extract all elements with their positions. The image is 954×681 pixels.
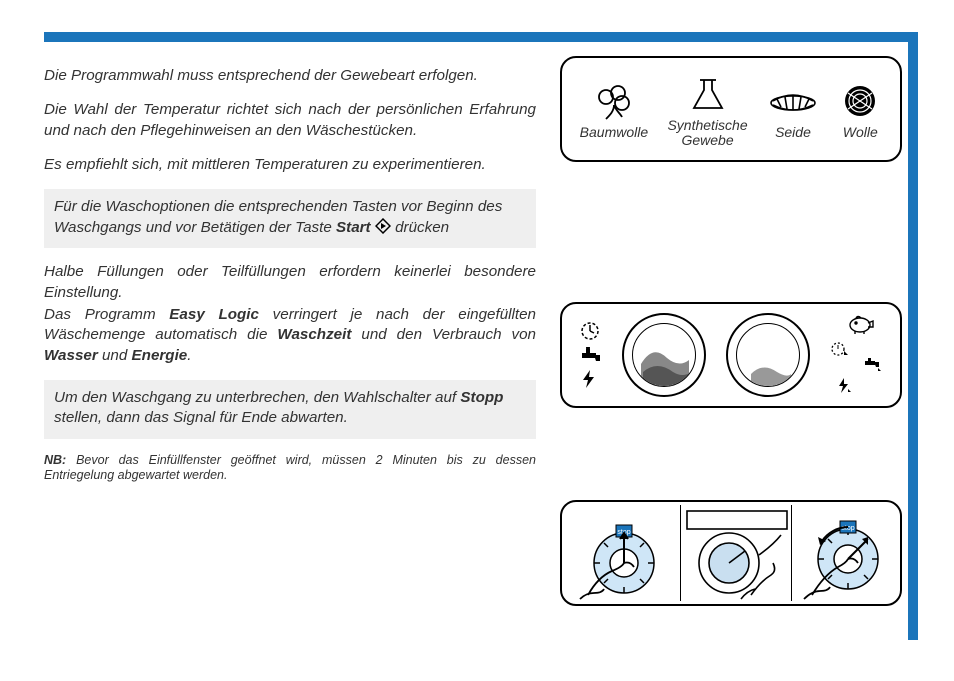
fabric-wool: Wolle [838,79,882,140]
label-nb: NB: [44,453,66,467]
wool-icon [838,79,882,123]
silk-icon [767,79,819,123]
drum-half-icon [726,313,810,397]
text-fragment: Um den Waschgang zu unterbrechen, den Wa… [54,389,460,406]
instructions-column: Die Programmwahl muss entsprechend der G… [44,66,536,498]
text-fragment: stellen, dann das Signal für Ende abwart… [54,409,348,426]
label-energie: Energie [132,347,188,364]
para-half-load: Halbe Füllungen oder Teilfüllungen erfor… [44,262,536,303]
svg-text:stop: stop [841,525,854,532]
dial-to-stop-icon: stop [568,505,676,601]
label-stopp: Stopp [460,389,503,406]
para-program-selection: Die Programmwahl muss entsprechend der G… [44,66,536,86]
flask-icon [686,72,730,116]
spacer [560,190,902,302]
bolt-icon [580,369,598,389]
dial-select-icon: stop [796,505,904,601]
text-fragment: drücken [391,219,449,236]
savings-icons [830,313,882,397]
fabric-label: Synthetische Gewebe [667,118,747,149]
tap-icon [580,347,602,363]
para-experiment: Es empfiehlt sich, mit mittleren Tempera… [44,155,536,175]
panel-fabrics: Baumwolle Synthetische Gewebe Seide Woll… [560,56,902,162]
fabric-label: Baumwolle [580,125,648,140]
fabric-cotton: Baumwolle [580,79,648,140]
fabric-label: Wolle [843,125,878,140]
callout-stop-text: Um den Waschgang zu unterbrechen, den Wa… [54,388,526,429]
fabric-silk: Seide [767,79,819,140]
panel-savings [560,302,902,408]
manual-page: Die Programmwahl muss entsprechend der G… [0,0,954,681]
para-easy-logic: Das Programm Easy Logic verringert je na… [44,305,536,366]
text-fragment: . [187,347,191,364]
callout-start-button: Für die Waschoptionen die entsprechenden… [44,189,536,248]
tap-down-icon [864,357,882,371]
fabric-synthetic: Synthetische Gewebe [667,72,747,149]
fabric-label: Seide [775,125,811,140]
label-easy-logic: Easy Logic [169,306,259,323]
text-fragment: und [98,347,132,364]
border-top [44,32,918,42]
callout-stop: Um den Waschgang zu unterbrechen, den Wa… [44,380,536,439]
callout-start-text: Für die Waschoptionen die entsprechenden… [54,197,526,238]
bolt-down-icon [836,377,852,395]
text-fragment: und den Verbrauch von [351,326,536,343]
clock-icon [580,321,602,341]
spacer [560,436,902,500]
label-waschzeit: Waschzeit [277,326,351,343]
nb-body: Bevor das Einfüllfenster geöffnet wird, … [44,453,536,483]
start-icon [375,218,391,234]
illustrations-column: Baumwolle Synthetische Gewebe Seide Woll… [560,56,902,634]
open-door-icon [680,505,792,601]
label-start: Start [336,219,371,236]
piggy-icon [846,313,876,335]
cotton-icon [592,79,636,123]
drum-full-icon [622,313,706,397]
border-right [908,32,918,640]
text-fragment: Das Programm [44,306,169,323]
label-wasser: Wasser [44,347,98,364]
para-temperature: Die Wahl der Temperatur richtet sich nac… [44,100,536,141]
panel-stop-sequence: stop [560,500,902,606]
clock-down-icon [830,341,848,359]
nb-note: NB: Bevor das Einfüllfenster geöffnet wi… [44,453,536,484]
resources-icons [580,321,602,389]
